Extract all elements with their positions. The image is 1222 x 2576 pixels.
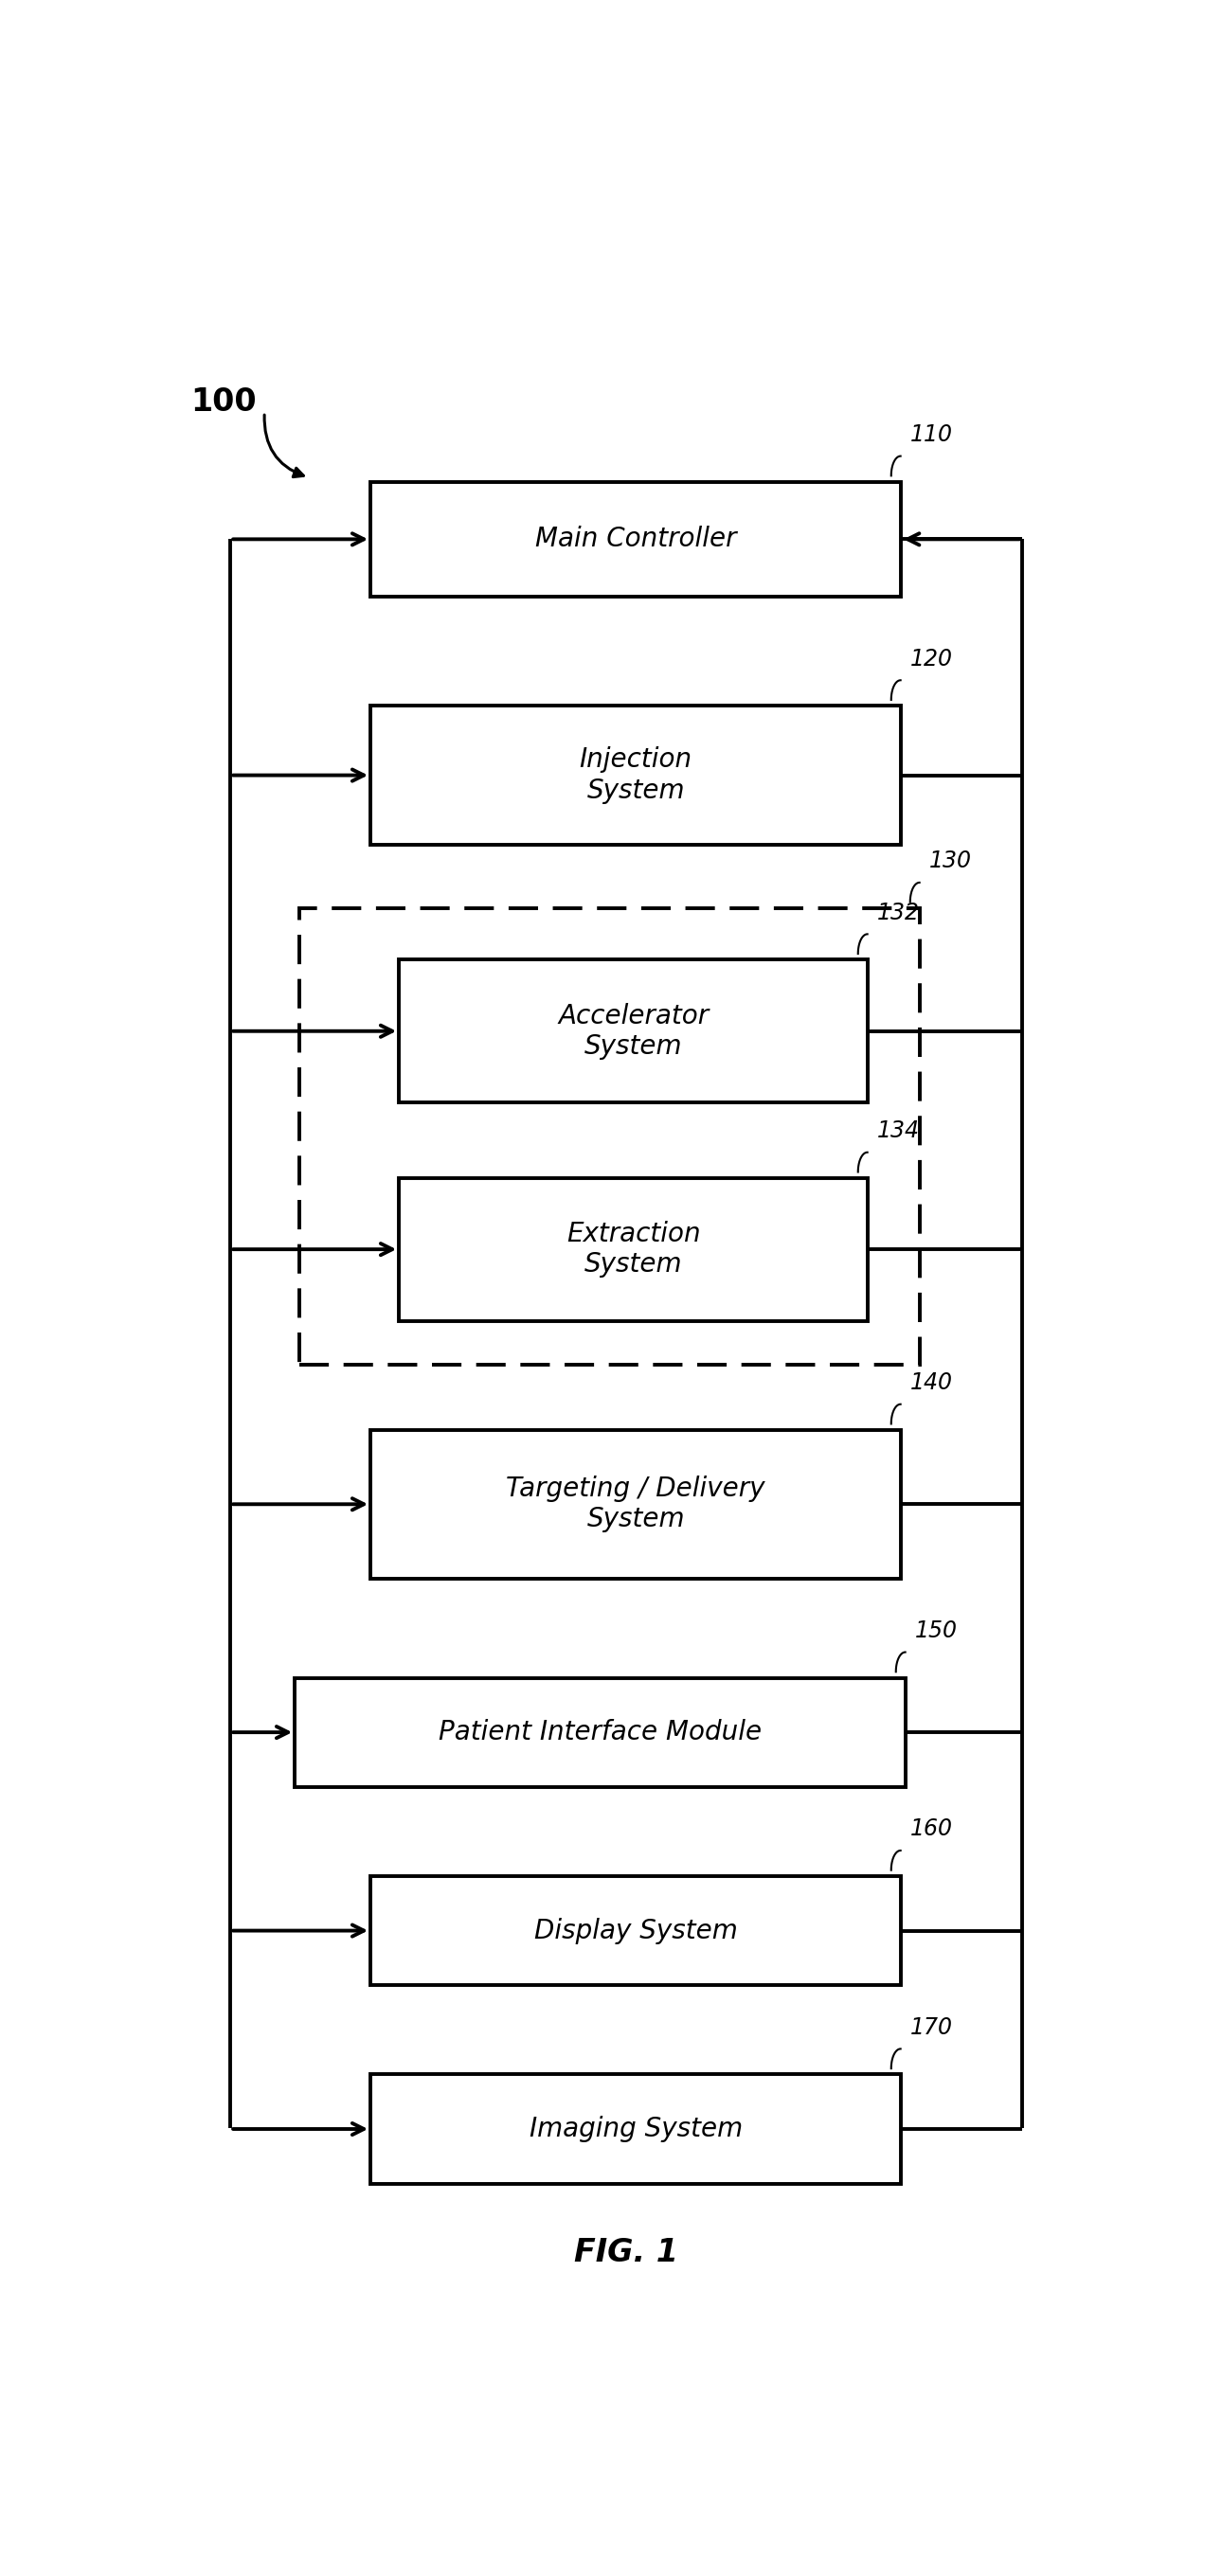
Bar <box>370 706 901 845</box>
Bar <box>398 961 868 1103</box>
Text: Main Controller: Main Controller <box>535 526 737 551</box>
Text: 140: 140 <box>910 1370 953 1394</box>
Text: 132: 132 <box>877 902 920 925</box>
Text: Imaging System: Imaging System <box>529 2115 743 2143</box>
Text: Targeting / Delivery
System: Targeting / Delivery System <box>506 1476 765 1533</box>
Text: 110: 110 <box>910 422 953 446</box>
Bar <box>398 1177 868 1321</box>
Text: Extraction
System: Extraction System <box>566 1221 700 1278</box>
Text: Display System: Display System <box>534 1917 737 1945</box>
Bar <box>370 482 901 598</box>
Bar <box>370 2074 901 2184</box>
Text: 134: 134 <box>877 1121 920 1141</box>
Bar <box>299 909 920 1365</box>
Text: Injection
System: Injection System <box>579 747 692 804</box>
Text: 170: 170 <box>910 2017 953 2038</box>
Text: 120: 120 <box>910 647 953 670</box>
Text: 150: 150 <box>915 1620 958 1641</box>
Text: 100: 100 <box>191 386 257 417</box>
Bar <box>370 1875 901 1986</box>
Bar <box>370 1430 901 1579</box>
Text: Patient Interface Module: Patient Interface Module <box>439 1718 761 1747</box>
Text: FIG. 1: FIG. 1 <box>574 2239 678 2269</box>
Bar <box>295 1677 906 1788</box>
Text: Accelerator
System: Accelerator System <box>558 1002 709 1059</box>
Text: 160: 160 <box>910 1819 953 1839</box>
Text: 130: 130 <box>930 850 971 873</box>
